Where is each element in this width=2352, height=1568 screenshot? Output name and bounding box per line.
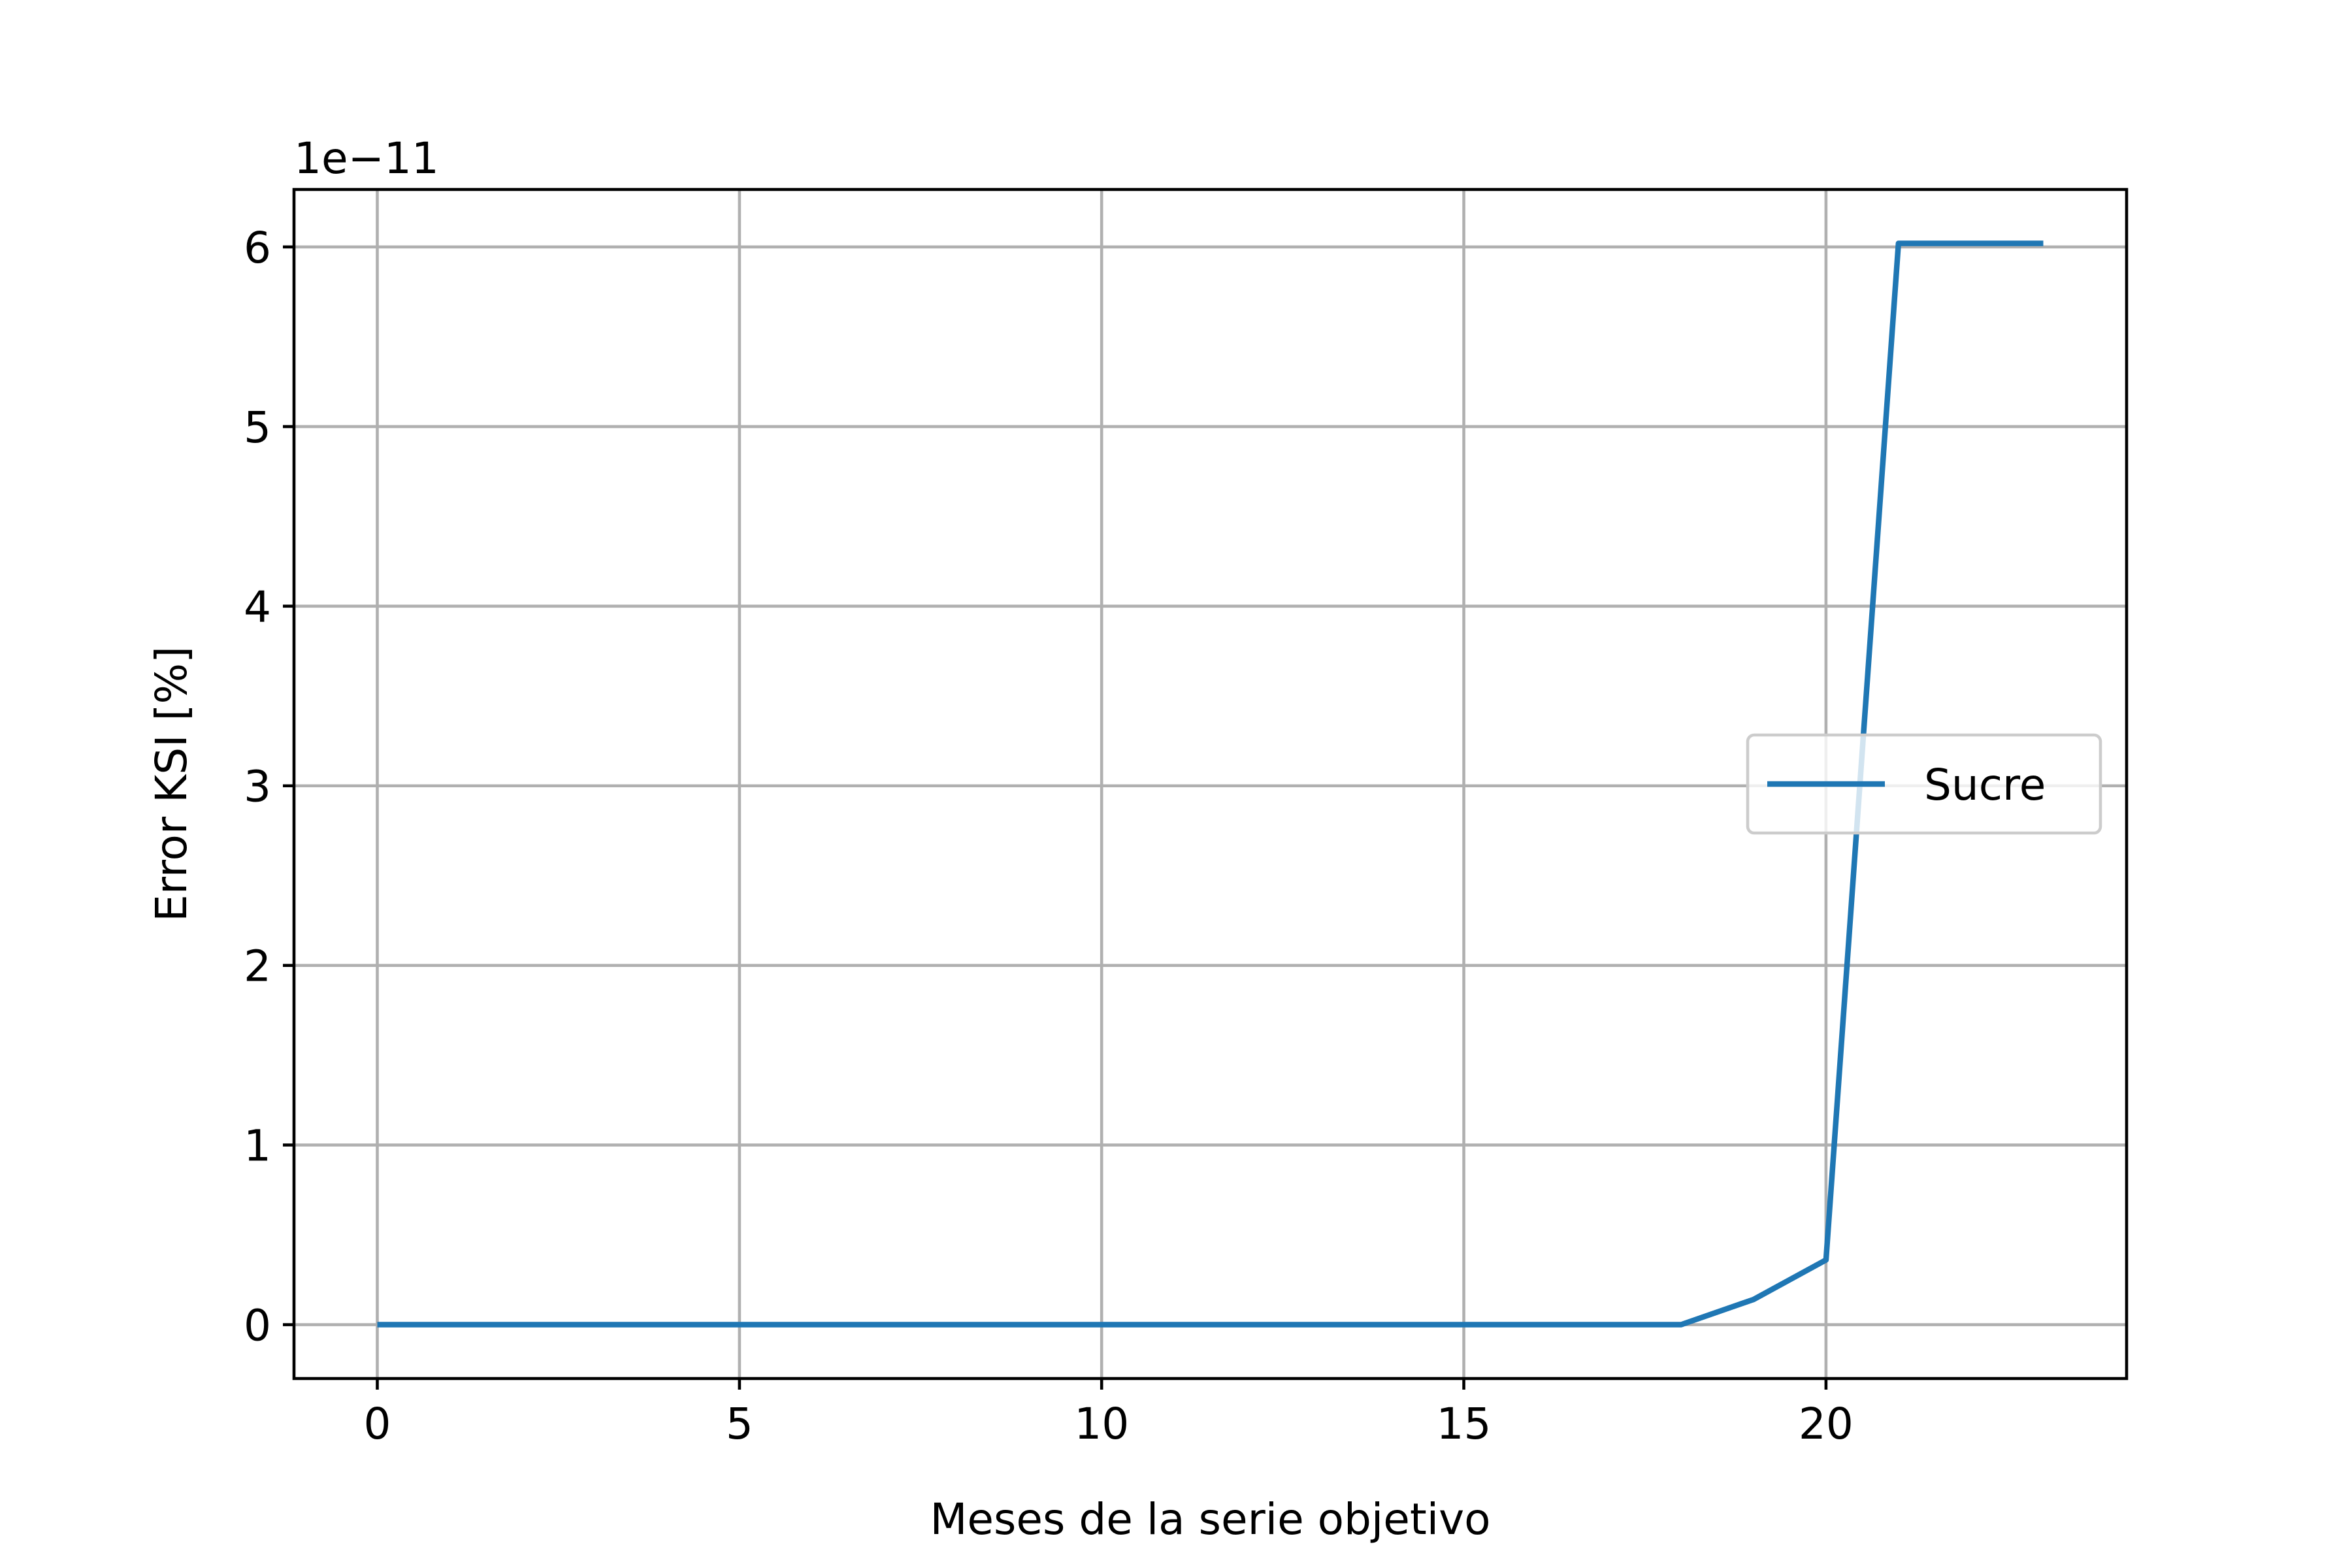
grid [294, 189, 2127, 1379]
legend-box [1746, 733, 2102, 835]
x-tick-label: 20 [1799, 1399, 1854, 1449]
x-axis-title: Meses de la serie objetivo [930, 1494, 1490, 1544]
legend: Sucre [1746, 733, 2102, 835]
y-axis-title: Error KSI [%] [146, 646, 197, 922]
series-layer [377, 240, 2044, 1328]
y-tick-label: 3 [244, 762, 271, 812]
legend-label-sucre: Sucre [1924, 760, 2046, 810]
y-tick-label: 4 [244, 582, 271, 632]
y-offset-label: 1e−11 [294, 133, 439, 184]
y-tick-label: 1 [244, 1121, 271, 1171]
y-tick-label: 5 [244, 402, 271, 453]
series-line-sucre [377, 240, 2044, 1328]
x-tick-label: 0 [364, 1399, 391, 1449]
y-tick-label: 0 [244, 1301, 271, 1351]
x-tick-label: 15 [1437, 1399, 1492, 1449]
y-tick-label: 6 [244, 223, 271, 273]
y-tick-label: 2 [244, 941, 271, 992]
ticks: 0 5 10 15 20 0 1 2 3 4 5 6 [244, 223, 1854, 1449]
x-tick-label: 5 [726, 1399, 753, 1449]
x-tick-label: 10 [1074, 1399, 1129, 1449]
plot-frame [292, 188, 2129, 1380]
